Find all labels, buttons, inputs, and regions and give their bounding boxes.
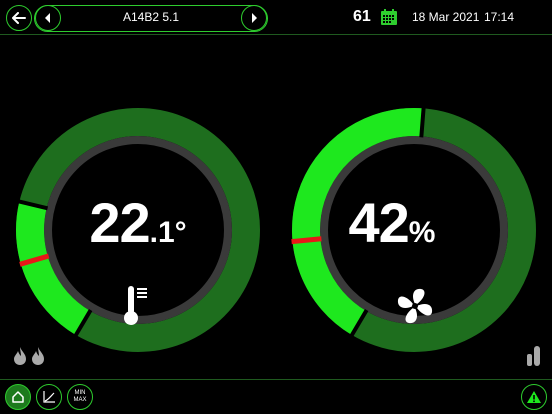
warning-icon	[527, 391, 541, 403]
home-icon	[12, 391, 24, 403]
nav-title: A14B2 5.1	[122, 10, 180, 24]
prev-button[interactable]	[35, 5, 61, 31]
humidity-gauge[interactable]	[291, 107, 536, 352]
humidity-fill-arc	[292, 108, 424, 336]
temperature-value-decimal: .1	[149, 216, 175, 249]
nav-selector	[34, 5, 268, 32]
temperature-value: 22.1°	[78, 190, 198, 255]
chart-icon	[43, 391, 55, 403]
temperature-inner-ring	[44, 136, 232, 324]
calendar-icon[interactable]	[380, 8, 398, 26]
footer-divider	[0, 379, 552, 380]
temperature-arc-gap	[17, 199, 49, 211]
temperature-unit: °	[174, 216, 187, 249]
home-button[interactable]	[5, 384, 31, 410]
current-time: 17:14	[484, 10, 515, 24]
minmax-max-label: MAX	[73, 397, 87, 403]
chevron-left-icon	[45, 13, 50, 23]
header-bar: A14B2 5.1 61 18 Mar 2021 17:14	[0, 0, 552, 34]
humidity-value: 42%	[312, 190, 472, 255]
humidity-setpoint-marker	[291, 236, 322, 245]
temperature-arc-gap	[73, 309, 93, 337]
fan-icon	[397, 288, 433, 324]
minmax-min-label: MIN	[74, 390, 86, 396]
day-count: 61	[353, 8, 371, 25]
temperature-value-main: 22	[89, 191, 150, 254]
bar-level-icon	[527, 346, 540, 366]
warning-button[interactable]	[521, 384, 547, 410]
humidity-unit: %	[408, 216, 436, 249]
temperature-fill-arc	[16, 201, 91, 336]
chart-button[interactable]	[36, 384, 62, 410]
thermometer-icon	[124, 286, 147, 325]
chevron-right-icon	[252, 13, 257, 23]
minmax-button[interactable]: MIN MAX	[67, 384, 93, 410]
temperature-gauge[interactable]	[16, 108, 260, 352]
humidity-arc-gap	[419, 107, 426, 138]
temperature-setpoint-marker	[19, 253, 50, 267]
current-date: 18 Mar 2021	[412, 10, 480, 24]
back-arrow-icon	[12, 12, 26, 24]
flame-icon	[14, 347, 44, 365]
humidity-value-main: 42	[348, 191, 410, 254]
header-divider	[0, 34, 552, 35]
humidity-arc-gap	[349, 309, 369, 337]
next-button[interactable]	[241, 5, 267, 31]
back-button[interactable]	[6, 5, 32, 31]
